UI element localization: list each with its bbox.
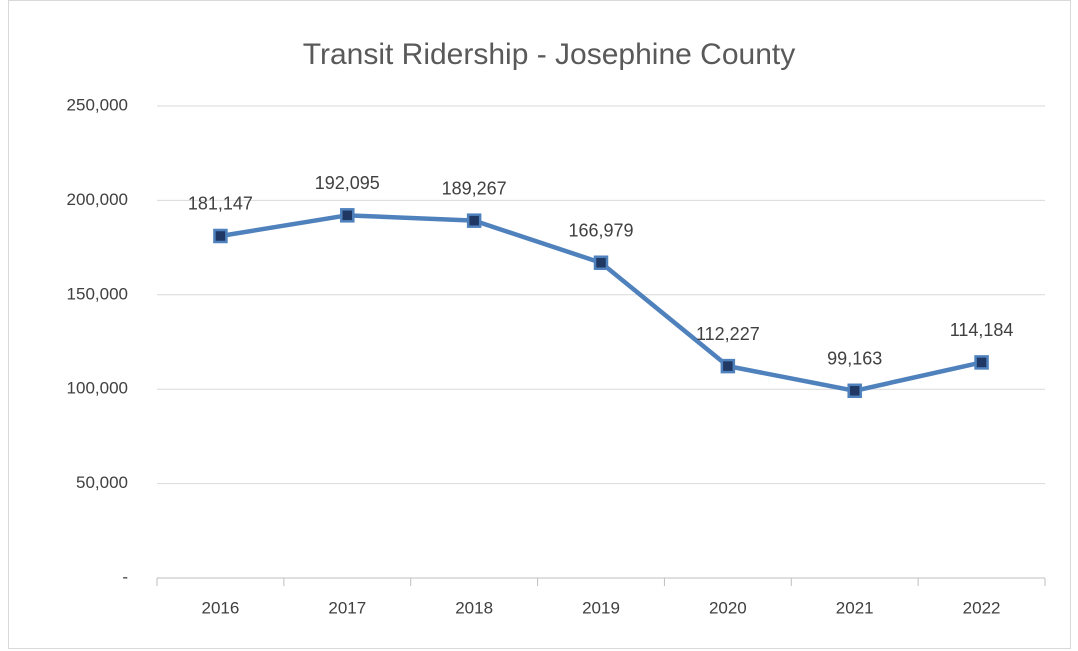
- x-tick-label: 2022: [963, 598, 1001, 617]
- chart-border: [8, 0, 1071, 649]
- chart-title: Transit Ridership - Josephine County: [303, 38, 795, 71]
- marker: [720, 358, 736, 374]
- x-tick-label: 2017: [328, 598, 366, 617]
- data-label: 192,095: [315, 173, 380, 193]
- y-tick-label: 50,000: [76, 473, 128, 492]
- x-tick-label: 2021: [836, 598, 874, 617]
- x-tick-label: 2020: [709, 598, 747, 617]
- marker: [213, 228, 228, 244]
- marker: [466, 213, 482, 228]
- marker: [340, 208, 355, 223]
- x-tick-label: 2019: [582, 598, 620, 617]
- y-tick-label: 150,000: [67, 284, 128, 303]
- x-tick-label: 2016: [202, 598, 240, 617]
- marker: [974, 355, 989, 370]
- y-tick-label: -: [122, 567, 128, 586]
- x-tick-label: 2018: [455, 598, 493, 617]
- data-label: 189,267: [442, 178, 507, 198]
- marker: [847, 383, 862, 399]
- y-tick-label: 250,000: [67, 95, 128, 114]
- y-tick-label: 200,000: [67, 190, 128, 209]
- data-label: 181,147: [188, 194, 253, 214]
- data-label: 166,979: [568, 220, 633, 240]
- data-label: 99,163: [827, 349, 882, 369]
- data-label: 114,184: [950, 320, 1014, 340]
- y-tick-label: 100,000: [67, 379, 128, 398]
- marker: [593, 255, 609, 270]
- data-label: 112,227: [696, 324, 760, 344]
